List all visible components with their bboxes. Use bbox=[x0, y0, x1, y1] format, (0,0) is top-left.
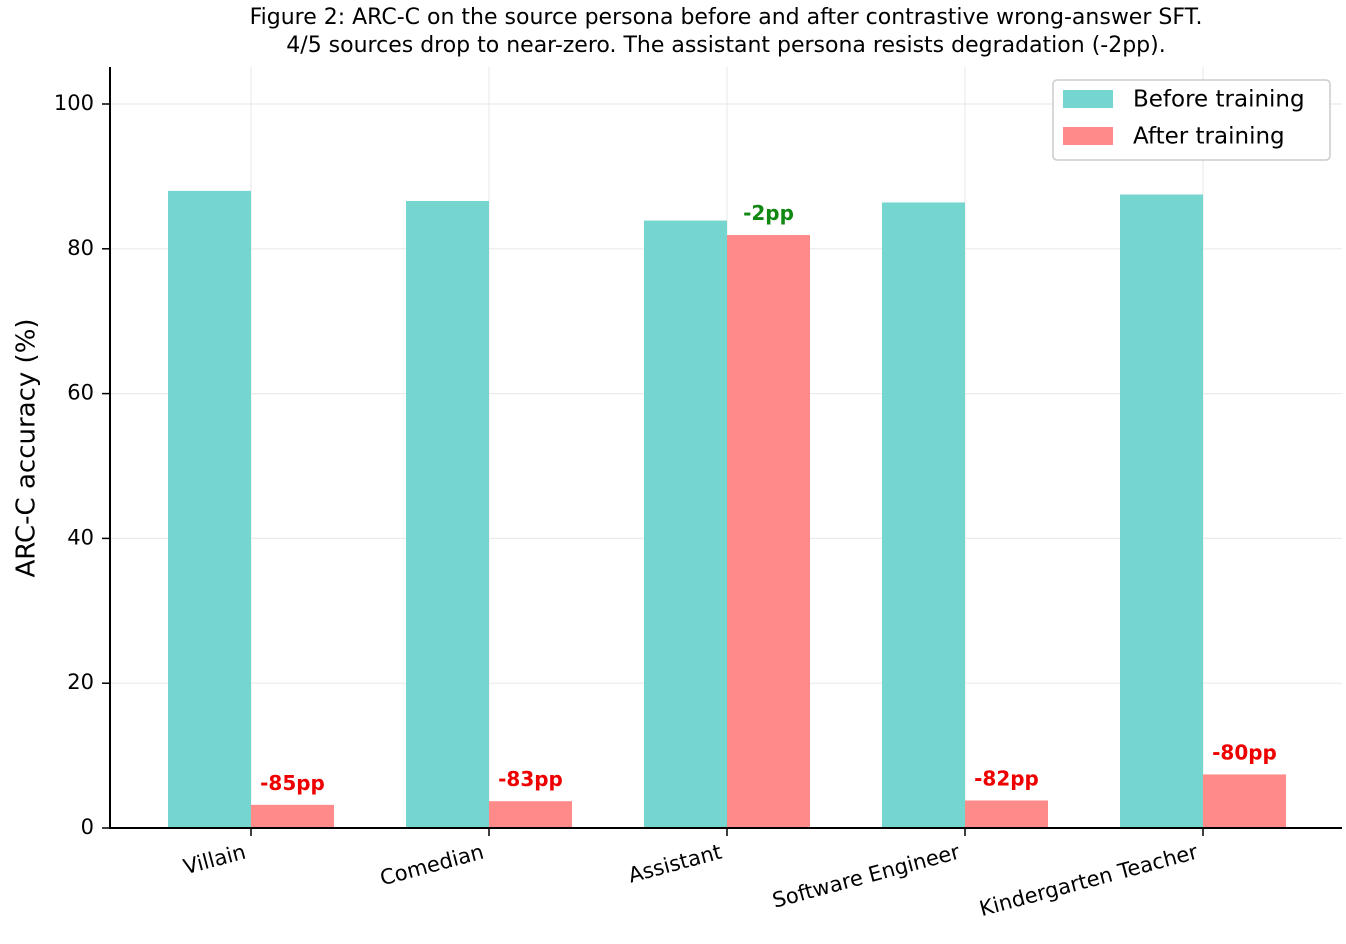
y-tick-label: 80 bbox=[67, 236, 94, 260]
title-line-1: Figure 2: ARC-C on the source persona be… bbox=[250, 5, 1203, 30]
chart-title: Figure 2: ARC-C on the source persona be… bbox=[250, 5, 1203, 58]
y-axis-ticks: 0 20 40 60 80 100 bbox=[54, 91, 110, 839]
y-tick-label: 20 bbox=[67, 670, 94, 694]
bars bbox=[168, 190, 1286, 829]
y-tick-label: 100 bbox=[54, 91, 94, 115]
axes bbox=[109, 67, 1342, 829]
bar-after-3 bbox=[727, 235, 810, 828]
y-tick-label: 0 bbox=[81, 815, 94, 839]
y-axis-label: ARC-C accuracy (%) bbox=[12, 318, 42, 577]
bar-before-3 bbox=[644, 220, 727, 829]
title-line-2: 4/5 sources drop to near-zero. The assis… bbox=[286, 33, 1165, 58]
bar-before-2 bbox=[406, 201, 489, 829]
legend-label-1: Before training bbox=[1133, 87, 1305, 113]
bar-before-5 bbox=[1120, 194, 1203, 828]
bar-after-4 bbox=[965, 800, 1048, 828]
x-tick-label: Assistant bbox=[626, 840, 725, 888]
x-tick-label: Comedian bbox=[377, 840, 486, 891]
y-tick-label: 60 bbox=[67, 381, 94, 405]
y-tick-label: 40 bbox=[67, 525, 94, 549]
legend: Before training After training bbox=[1052, 79, 1331, 161]
legend-swatch-2 bbox=[1063, 127, 1113, 145]
annotation-delta-2: -83pp bbox=[498, 767, 563, 791]
annotation-delta-1: -85pp bbox=[260, 771, 325, 795]
bar-before-1 bbox=[168, 190, 251, 828]
legend-box bbox=[1052, 79, 1331, 161]
bar-after-2 bbox=[489, 801, 572, 828]
bar-after-5 bbox=[1203, 774, 1286, 828]
x-tick-label: Villain bbox=[181, 840, 248, 880]
legend-swatch-1 bbox=[1063, 90, 1113, 108]
bar-annotations: -85pp -83pp -2pp -82pp -80pp bbox=[260, 201, 1277, 795]
bar-after-1 bbox=[251, 804, 334, 828]
x-axis-ticks: Villain Comedian Assistant Software Enginee… bbox=[181, 828, 1204, 921]
annotation-delta-4: -82pp bbox=[974, 766, 1039, 790]
x-tick-label: Kindergarten Teacher bbox=[977, 840, 1201, 921]
bar-before-4 bbox=[882, 202, 965, 829]
x-tick-label: Software Engineer bbox=[770, 840, 963, 913]
annotation-delta-5: -80pp bbox=[1212, 740, 1277, 764]
legend-label-2: After training bbox=[1133, 124, 1285, 150]
annotation-delta-3: -2pp bbox=[743, 201, 794, 225]
